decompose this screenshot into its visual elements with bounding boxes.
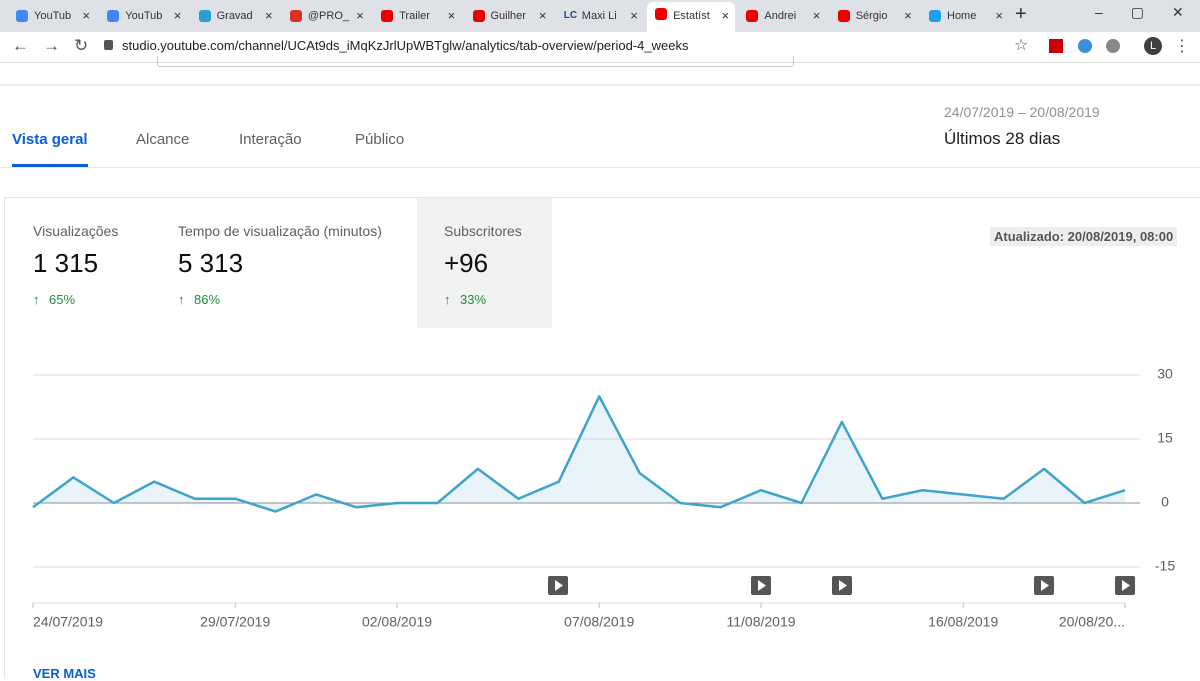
toolbar: [0, 32, 1200, 63]
tab-close[interactable]: ×: [173, 8, 182, 23]
tab-title: @PRO_: [307, 10, 350, 22]
browser-tab[interactable]: LC Maxi Li ×: [556, 4, 644, 28]
browser-tab[interactable]: YouTub ×: [8, 4, 96, 28]
tab-close[interactable]: ×: [265, 8, 273, 23]
date-range: 24/07/2019 – 20/08/2019: [944, 104, 1100, 120]
menu[interactable]: ⋮: [1174, 38, 1190, 55]
arrow: ↑: [33, 292, 40, 307]
divider: [0, 167, 1200, 168]
tab-close[interactable]: ×: [447, 8, 456, 23]
tab-icon: [746, 10, 759, 22]
tab-title: Andrei: [764, 10, 797, 22]
browser-tab[interactable]: Trailer ×: [373, 4, 461, 28]
tab-title: YouTub: [34, 10, 72, 22]
metric-value: +96: [444, 248, 489, 278]
tab-close[interactable]: ×: [538, 8, 547, 23]
plot: 30 15 0 -15 24/07/2019 29/07/2019 02/08/2019 07…: [32, 366, 1175, 630]
tab-icon: [289, 10, 302, 22]
tab-close[interactable]: ×: [812, 8, 821, 23]
updated: Atualizado: 20/08/2019, 08:00: [990, 227, 1178, 246]
metric-change: 86%: [194, 292, 221, 307]
play-icons: [555, 580, 1130, 591]
browser-tab[interactable]: Sérgio ×: [830, 4, 918, 28]
browser-tab[interactable]: Home ×: [921, 4, 1009, 28]
tab-close[interactable]: ×: [82, 8, 90, 23]
tab-close[interactable]: ×: [995, 8, 1003, 23]
arrow: ↑: [178, 292, 185, 307]
nav-underline: [12, 164, 88, 167]
tab-title: Home: [947, 10, 977, 22]
arrow: ↑: [444, 292, 451, 307]
tab-icon: [381, 10, 394, 22]
ext-icon[interactable]: [1106, 39, 1120, 53]
nav-tab[interactable]: Vista geral: [12, 131, 88, 148]
x-tick-label: 24/07/2019: [33, 614, 103, 630]
header-shadow: [0, 84, 1200, 86]
tab-icon: [16, 10, 28, 22]
browser-tab[interactable]: Gravad ×: [191, 4, 279, 28]
tab-title: Trailer: [399, 10, 430, 22]
tab-icon: [655, 8, 668, 20]
tab-icon: LC: [563, 10, 578, 21]
ext-icon[interactable]: [1078, 39, 1092, 53]
metric-label: Subscritores: [444, 223, 522, 239]
tab-icon: [107, 10, 120, 22]
star[interactable]: ☆: [1014, 37, 1029, 54]
tab-close[interactable]: ×: [721, 8, 730, 23]
browser-tab[interactable]: @PRO_ ×: [282, 4, 370, 28]
nav-tab[interactable]: Público: [355, 131, 405, 148]
y-tick-label: -15: [1155, 558, 1175, 574]
y-tick-label: 15: [1157, 430, 1173, 446]
profile[interactable]: L: [1144, 37, 1162, 55]
tab-close[interactable]: ×: [904, 8, 912, 23]
card: [4, 197, 1200, 678]
tab-title: Maxi Li: [581, 10, 617, 22]
lock-icon: [104, 40, 113, 50]
x-tick-label: 07/08/2019: [564, 614, 634, 630]
metric-value: 5 313: [178, 248, 244, 278]
tab-title: Sérgio: [855, 10, 888, 22]
tab-close[interactable]: ×: [630, 8, 638, 23]
tab-icon: [929, 10, 941, 22]
tab-title: Gravad: [216, 10, 253, 22]
y-tick-label: 30: [1157, 366, 1173, 382]
url[interactable]: studio.youtube.com/channel/UCAt9ds_iMqKz…: [122, 38, 689, 53]
x-tick-label: 02/08/2019: [362, 614, 432, 630]
chart: 30 15 0 -15 24/07/2019 29/07/2019 02/08/2019 07…: [32, 366, 1175, 630]
metric-label: Visualizações: [33, 223, 119, 239]
metric-value: 1 315: [33, 248, 99, 278]
nav-tab[interactable]: Alcance: [136, 131, 190, 148]
browser-tab[interactable]: Andrei ×: [738, 4, 826, 28]
search-box: [157, 56, 794, 67]
metric-change: 65%: [49, 292, 76, 307]
nav-tab[interactable]: Interação: [239, 131, 302, 148]
x-tick-label: 20/08/20...: [1059, 614, 1125, 630]
line: [32, 395, 1126, 513]
metric-change: 33%: [460, 292, 487, 307]
see-more[interactable]: VER MAIS: [33, 666, 96, 681]
y-tick-label: 0: [1161, 494, 1169, 510]
window-controls[interactable]: –▢✕: [1095, 4, 1184, 20]
tab-title: YouTub: [125, 10, 163, 22]
tab-title: Estatíst: [673, 10, 710, 22]
browser-tab[interactable]: Guilher ×: [465, 4, 553, 28]
tab-icon: [472, 10, 485, 22]
tab-title: Guilher: [490, 10, 526, 22]
tab-icon: [837, 10, 850, 22]
tab-close[interactable]: ×: [356, 8, 364, 23]
area: [33, 396, 1125, 512]
tab-icon: [198, 10, 211, 22]
browser-tab[interactable]: YouTub ×: [99, 4, 187, 28]
ext-icon[interactable]: [1049, 39, 1063, 53]
new-tab[interactable]: +: [1015, 3, 1027, 25]
metric-selected[interactable]: [417, 198, 552, 328]
metric-label: Tempo de visualização (minutos): [178, 223, 382, 239]
x-tick-label: 16/08/2019: [928, 614, 998, 630]
nav-buttons[interactable]: ←→↻: [12, 36, 103, 55]
x-tick-label: 11/08/2019: [726, 614, 795, 630]
x-tick-label: 29/07/2019: [200, 614, 270, 630]
browser-tab[interactable]: Estatíst ×: [647, 2, 736, 32]
period[interactable]: Últimos 28 dias: [944, 129, 1061, 148]
